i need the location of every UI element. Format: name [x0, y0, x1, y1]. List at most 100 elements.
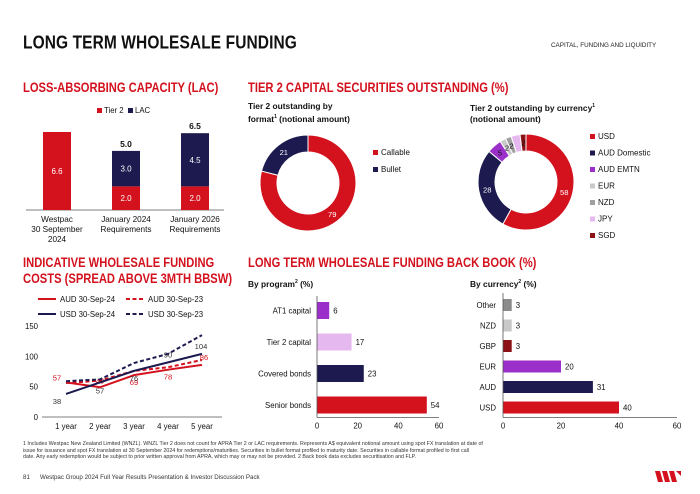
cost-point-label: 104	[195, 342, 208, 351]
currency-slice-label: 2	[505, 143, 509, 152]
currency-bb-bar-label: 31	[597, 383, 606, 392]
costs-heading-2: COSTS (SPREAD ABOVE 3MTH BBSW)	[23, 272, 233, 287]
currency-legend-swatch	[590, 233, 595, 238]
currency-bb-bar-label: 3	[516, 301, 520, 310]
cost-series-line	[65, 352, 203, 395]
program-bar-label: 54	[431, 401, 440, 410]
format-legend-swatch	[373, 167, 378, 172]
cost-point-label: 69	[130, 378, 138, 387]
tier2-format-subtitle: Tier 2 outstanding by format1 (notional …	[248, 101, 350, 124]
currency-slice-label: 5	[498, 148, 502, 157]
currency-legend-label: EUR	[598, 182, 615, 191]
currency-legend-swatch	[590, 150, 595, 156]
legend-label-tier2: Tier 2	[104, 106, 124, 115]
legend-swatch-tier2	[97, 108, 102, 113]
currency-legend-swatch	[590, 183, 595, 189]
cost-series-line	[65, 358, 203, 385]
lac-category-label: Westpac	[41, 215, 73, 224]
currency-slice	[519, 133, 527, 152]
page-title: LONG TERM WHOLESALE FUNDING	[23, 33, 297, 54]
lac-bar-tier-2	[112, 186, 140, 210]
backbook-currency-chart: Other 3 NZD 3 GBP 3 EUR 20 AUD 31 USD 40 0 20 40 60	[477, 293, 682, 431]
cost-point-label: 57	[96, 386, 104, 395]
lac-bar-label: 2.0	[120, 194, 132, 203]
legend-swatch-lac	[128, 108, 133, 113]
format-slice	[259, 134, 357, 232]
cost-point-label: 38	[53, 397, 61, 406]
backbook-program-subtitle: By program2 (%)	[248, 278, 314, 289]
currency-legend-label: USD	[598, 132, 615, 141]
currency-bb-x-tick: 40	[615, 422, 624, 431]
lac-bar-label: 4.5	[189, 156, 201, 165]
footer-text: Westpac Group 2024 Full Year Results Pre…	[40, 474, 260, 481]
lac-bar-lac	[181, 133, 209, 187]
lac-category-label: Requirements	[170, 225, 221, 234]
cost-legend-label: AUD 30-Sep-24	[60, 295, 116, 304]
currency-bb-category-label: NZD	[480, 322, 496, 331]
program-x-tick: 20	[353, 422, 362, 431]
lac-bar-label: 2.0	[189, 194, 201, 203]
lac-bar-label: 3.0	[120, 165, 132, 174]
footnotes: 1 Includes Westpac New Zealand Limited (…	[23, 441, 483, 461]
lac-legend: Tier 2 LAC	[97, 106, 151, 115]
cost-x-tick: 3 year	[123, 422, 145, 431]
format-legend-label: Bullet	[381, 165, 402, 174]
currency-bb-bar-label: 3	[516, 342, 520, 351]
cost-x-tick: 1 year	[55, 422, 77, 431]
currency-slice-label: 28	[483, 185, 491, 194]
currency-bb-x-tick: 20	[557, 422, 566, 431]
legend-label-lac: LAC	[135, 106, 151, 115]
program-category-label: AT1 capital	[273, 307, 312, 316]
program-bar	[317, 365, 364, 382]
program-bar	[317, 302, 330, 319]
lac-bar-lac	[112, 150, 140, 187]
cost-point-label: 76	[130, 374, 138, 383]
tier2-format-donut: 79 21 Callable Bullet	[259, 134, 410, 232]
currency-bb-bar-label: 40	[623, 404, 632, 413]
program-category-label: Covered bonds	[258, 370, 311, 379]
currency-bb-category-label: EUR	[480, 363, 497, 372]
cost-y-tick: 150	[25, 322, 39, 331]
backbook-program-chart: AT1 capital 6 Tier 2 capital 17 Covered bond…	[258, 296, 444, 431]
currency-legend-label: JPY	[598, 215, 613, 224]
currency-bb-bar	[503, 401, 619, 414]
program-bar	[317, 396, 427, 414]
format-slice-label: 79	[328, 210, 336, 219]
lac-total-label: 6.5	[189, 121, 201, 131]
currency-legend-swatch	[590, 134, 595, 139]
page-number: 81	[23, 474, 30, 481]
cost-legend-label: USD 30-Sep-24	[60, 310, 116, 319]
backbook-heading: LONG TERM WHOLESALE FUNDING BACK BOOK (%…	[248, 256, 537, 271]
currency-bb-category-label: Other	[477, 301, 497, 310]
currency-legend-swatch	[590, 200, 595, 205]
lac-heading: LOSS-ABSORBING CAPACITY (LAC)	[23, 81, 219, 96]
currency-bb-bar	[503, 360, 561, 373]
format-slice	[260, 134, 309, 176]
program-x-tick: 0	[315, 422, 320, 431]
currency-bb-category-label: USD	[480, 404, 497, 413]
cost-x-tick: 5 year	[191, 422, 213, 431]
backbook-currency-subtitle: By currency2 (%)	[470, 278, 537, 289]
currency-legend-label: AUD EMTN	[598, 165, 640, 174]
lac-category-label: January 2026	[170, 215, 220, 224]
currency-slice	[502, 133, 575, 231]
currency-bb-bar	[503, 340, 512, 352]
cost-point-label: 78	[164, 373, 172, 382]
currency-legend-swatch	[590, 216, 595, 222]
lac-category-label: January 2024	[101, 215, 151, 224]
currency-bb-bar	[503, 381, 593, 393]
section-label: CAPITAL, FUNDING AND LIQUIDITY	[551, 42, 657, 49]
costs-heading-1: INDICATIVE WHOLESALE FUNDING	[23, 256, 215, 271]
lac-total-label: 5.0	[120, 139, 132, 149]
lac-category-label: 30 September	[31, 225, 83, 234]
cost-y-tick: 0	[34, 413, 39, 422]
currency-legend-label: SGD	[598, 231, 616, 240]
program-bar-label: 23	[368, 370, 377, 379]
program-bar	[317, 333, 352, 351]
cost-legend-label: AUD 30-Sep-23	[148, 295, 203, 304]
currency-legend-label: NZD	[598, 198, 615, 207]
currency-legend-label: AUD Domestic	[598, 149, 650, 158]
currency-bb-category-label: AUD	[480, 383, 497, 392]
lac-category-label: 2024	[48, 235, 67, 244]
